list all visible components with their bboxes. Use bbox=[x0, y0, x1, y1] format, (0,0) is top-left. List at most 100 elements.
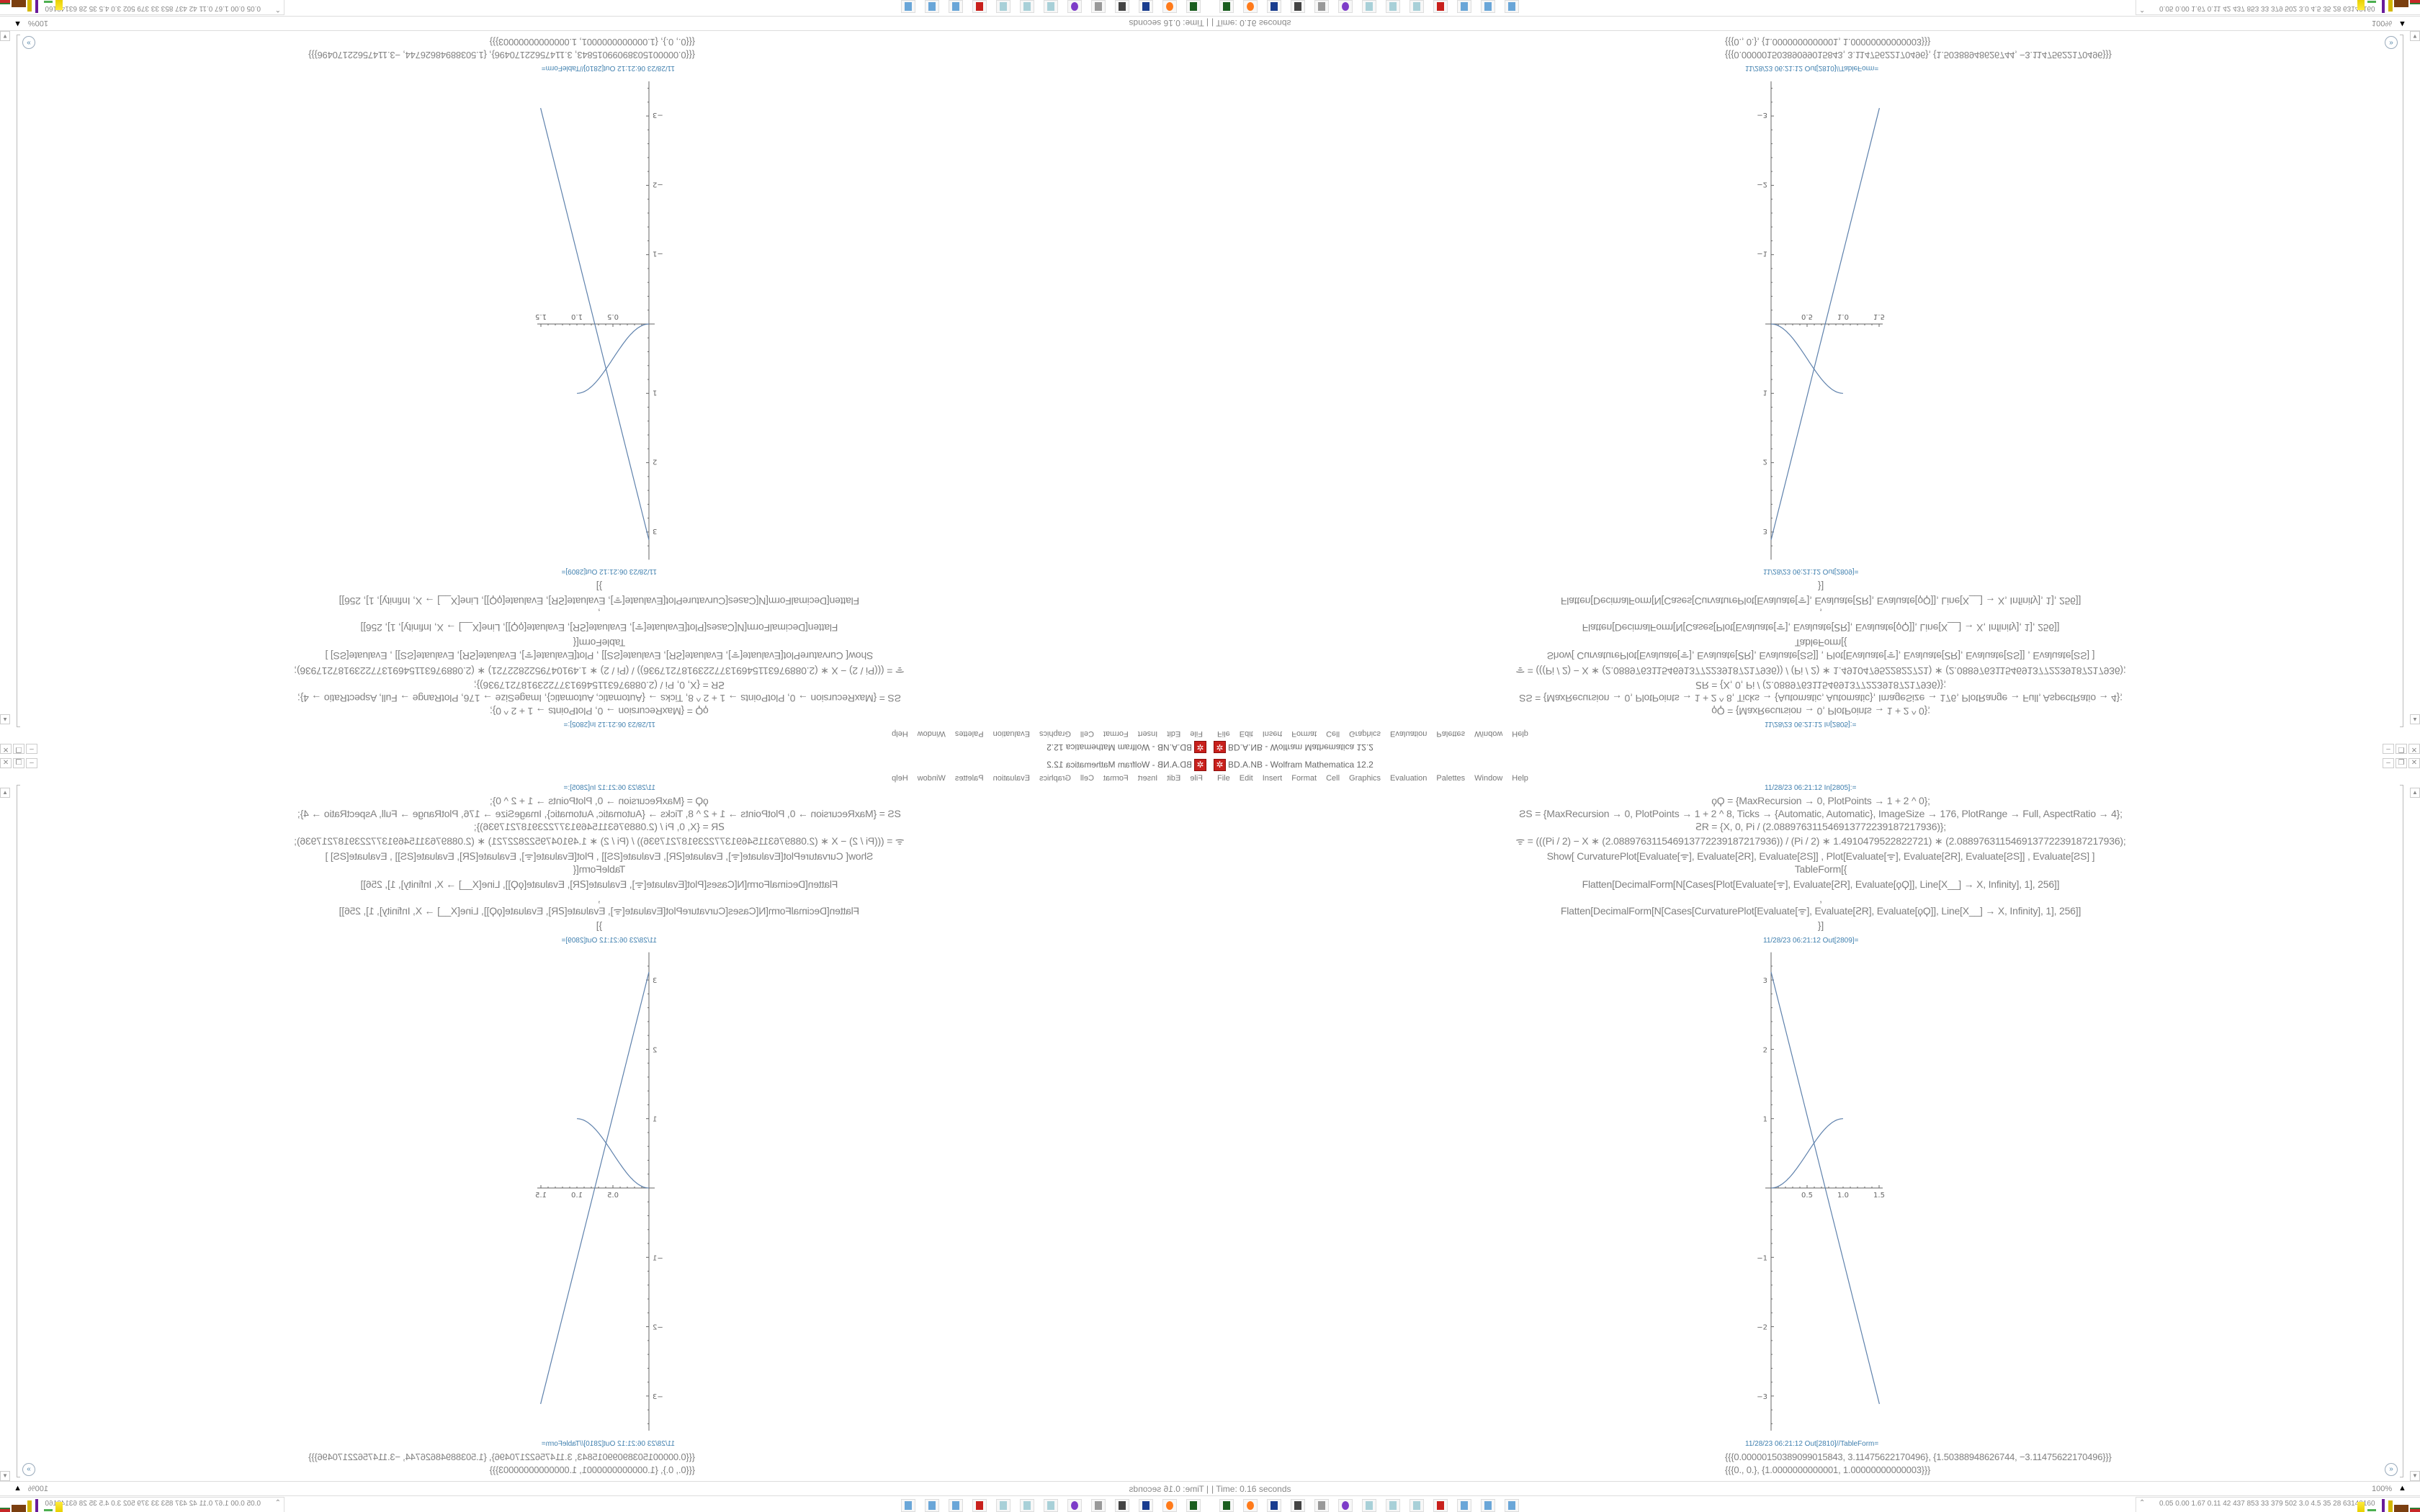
zoom-level[interactable]: 100% bbox=[27, 19, 48, 27]
menu-help[interactable]: Help bbox=[1512, 774, 1528, 783]
menu-graphics[interactable]: Graphics bbox=[1349, 729, 1381, 738]
expand-icon[interactable]: ⌃ bbox=[2139, 1499, 2146, 1507]
scroll-down-arrow-icon[interactable]: ▼ bbox=[2410, 31, 2420, 41]
menu-file[interactable]: File bbox=[1190, 729, 1203, 738]
code-line[interactable]: TableForm[{ bbox=[573, 863, 626, 875]
collapse-icon[interactable]: » bbox=[22, 36, 35, 49]
menu-evaluation[interactable]: Evaluation bbox=[1390, 729, 1428, 738]
code-line[interactable]: Flatten[DecimalForm[N[Cases[CurvaturePlo… bbox=[1560, 905, 2081, 917]
zoom-menu-icon[interactable]: ▲ bbox=[14, 1484, 22, 1493]
taskbar-terminal-button[interactable] bbox=[1186, 0, 1201, 13]
collapse-icon[interactable]: » bbox=[2385, 1463, 2398, 1476]
menu-evaluation[interactable]: Evaluation bbox=[1390, 774, 1428, 783]
code-line[interactable]: }] bbox=[596, 581, 603, 593]
code-line[interactable]: Flatten[DecimalForm[N[Cases[CurvaturePlo… bbox=[1560, 595, 2081, 607]
cell-bracket[interactable] bbox=[17, 785, 20, 1477]
code-line[interactable]: TableForm[{ bbox=[573, 637, 626, 649]
code-line[interactable]: Flatten[DecimalForm[N[Cases[Plot[Evaluat… bbox=[360, 878, 838, 890]
minimize-icon[interactable]: – bbox=[26, 744, 37, 754]
menu-insert[interactable]: Insert bbox=[1137, 774, 1158, 783]
menu-cell[interactable]: Cell bbox=[1326, 729, 1340, 738]
close-icon[interactable]: ✕ bbox=[0, 744, 12, 754]
taskbar-calculator-button[interactable] bbox=[901, 0, 915, 13]
expand-icon[interactable]: ⌃ bbox=[274, 5, 281, 13]
code-line[interactable]: ꙄR = {X, 0, Pi / (2.08897631154691377223… bbox=[1695, 821, 1946, 832]
taskbar-notepad-button[interactable] bbox=[996, 0, 1010, 13]
taskbar-mathematica-button[interactable] bbox=[972, 0, 987, 13]
scroll-up-arrow-icon[interactable]: ▲ bbox=[0, 714, 10, 724]
menu-palettes[interactable]: Palettes bbox=[1436, 729, 1466, 738]
taskbar-calculator-button[interactable] bbox=[1481, 0, 1495, 13]
scroll-up-arrow-icon[interactable]: ▲ bbox=[0, 788, 10, 798]
code-line[interactable]: Flatten[DecimalForm[N[Cases[Plot[Evaluat… bbox=[360, 622, 838, 634]
taskbar-speaker-button[interactable] bbox=[1091, 0, 1106, 13]
zoom-level[interactable]: 100% bbox=[2372, 19, 2393, 27]
code-line[interactable]: ƧS = {MaxRecursion → 0, PlotPoints → 1 +… bbox=[297, 808, 901, 819]
taskbar-calculator-button[interactable] bbox=[1457, 1499, 1471, 1512]
taskbar-floppy-button[interactable] bbox=[1267, 1499, 1281, 1512]
cell-bracket[interactable] bbox=[17, 35, 20, 727]
scroll-up-arrow-icon[interactable]: ▲ bbox=[2410, 714, 2420, 724]
taskbar-calculator-button[interactable] bbox=[1505, 1499, 1519, 1512]
code-line[interactable]: Show[ CurvaturePlot[Evaluate[ᯤ], Evaluat… bbox=[325, 650, 874, 662]
menu-insert[interactable]: Insert bbox=[1137, 729, 1158, 738]
scroll-down-arrow-icon[interactable]: ▼ bbox=[0, 31, 10, 41]
taskbar-monitor-button[interactable] bbox=[1291, 0, 1305, 13]
code-line[interactable]: Show[ CurvaturePlot[Evaluate[ᯤ], Evaluat… bbox=[1546, 650, 2095, 662]
scroll-down-arrow-icon[interactable]: ▼ bbox=[0, 1471, 10, 1481]
menu-file[interactable]: File bbox=[1190, 774, 1203, 783]
menu-graphics[interactable]: Graphics bbox=[1039, 774, 1071, 783]
code-line[interactable]: ꙄR = {X, 0, Pi / (2.08897631154691377223… bbox=[1695, 680, 1946, 691]
code-line[interactable]: }] bbox=[1817, 581, 1824, 593]
code-line[interactable]: Flatten[DecimalForm[N[Cases[CurvaturePlo… bbox=[339, 595, 860, 607]
taskbar-tor-button[interactable] bbox=[1338, 1499, 1353, 1512]
taskbar-calculator-button[interactable] bbox=[949, 1499, 963, 1512]
menu-help[interactable]: Help bbox=[1512, 729, 1528, 738]
restore-icon[interactable]: ❐ bbox=[13, 744, 24, 754]
code-line[interactable]: Flatten[DecimalForm[N[Cases[Plot[Evaluat… bbox=[1582, 622, 2060, 634]
close-icon[interactable]: ✕ bbox=[0, 758, 12, 768]
menu-format[interactable]: Format bbox=[1103, 729, 1129, 738]
code-line[interactable]: }] bbox=[1817, 919, 1824, 931]
menu-graphics[interactable]: Graphics bbox=[1349, 774, 1381, 783]
menu-format[interactable]: Format bbox=[1291, 774, 1317, 783]
taskbar-notepad-button[interactable] bbox=[1044, 0, 1058, 13]
code-line[interactable]: ꙄR = {X, 0, Pi / (2.08897631154691377223… bbox=[474, 821, 725, 832]
menu-window[interactable]: Window bbox=[917, 774, 946, 783]
menu-cell[interactable]: Cell bbox=[1080, 729, 1094, 738]
code-line[interactable]: , bbox=[598, 893, 601, 904]
menu-graphics[interactable]: Graphics bbox=[1039, 729, 1071, 738]
minimize-icon[interactable]: – bbox=[26, 758, 37, 768]
code-line[interactable]: TableForm[{ bbox=[1794, 863, 1847, 875]
taskbar-floppy-button[interactable] bbox=[1139, 0, 1153, 13]
code-line[interactable]: ᯤ = (((Pi / 2) − X ∗ (2.0889763115469137… bbox=[1515, 665, 2126, 677]
zoom-menu-icon[interactable]: ▲ bbox=[14, 19, 22, 28]
zoom-level[interactable]: 100% bbox=[2372, 1485, 2393, 1493]
scroll-down-arrow-icon[interactable]: ▼ bbox=[2410, 1471, 2420, 1481]
menu-evaluation[interactable]: Evaluation bbox=[992, 729, 1030, 738]
close-icon[interactable]: ✕ bbox=[2408, 758, 2420, 768]
code-line[interactable]: ꙄR = {X, 0, Pi / (2.08897631154691377223… bbox=[474, 680, 725, 691]
restore-icon[interactable]: ❐ bbox=[13, 758, 24, 768]
menu-palettes[interactable]: Palettes bbox=[1436, 774, 1466, 783]
taskbar-speaker-button[interactable] bbox=[1314, 1499, 1329, 1512]
code-line[interactable]: ᯤ = (((Pi / 2) − X ∗ (2.0889763115469137… bbox=[294, 835, 905, 847]
taskbar-notepad-button[interactable] bbox=[1386, 1499, 1400, 1512]
taskbar-tor-button[interactable] bbox=[1067, 0, 1082, 13]
taskbar-monitor-button[interactable] bbox=[1115, 1499, 1129, 1512]
code-line[interactable]: ϙϘ = {MaxRecursion → 0, PlotPoints → 1 +… bbox=[490, 795, 709, 806]
menu-edit[interactable]: Edit bbox=[1239, 729, 1253, 738]
taskbar-calculator-button[interactable] bbox=[949, 0, 963, 13]
code-line[interactable]: ƧS = {MaxRecursion → 0, PlotPoints → 1 +… bbox=[1519, 693, 2123, 704]
taskbar-monitor-button[interactable] bbox=[1115, 0, 1129, 13]
taskbar-floppy-button[interactable] bbox=[1267, 0, 1281, 13]
taskbar-calculator-button[interactable] bbox=[1457, 0, 1471, 13]
code-line[interactable]: ƧS = {MaxRecursion → 0, PlotPoints → 1 +… bbox=[297, 693, 901, 704]
taskbar-mathematica-button[interactable] bbox=[1433, 0, 1448, 13]
taskbar-firefox-button[interactable] bbox=[1162, 0, 1177, 13]
code-line[interactable]: ϙϘ = {MaxRecursion → 0, PlotPoints → 1 +… bbox=[490, 706, 709, 717]
zoom-menu-icon[interactable]: ▲ bbox=[2398, 19, 2406, 28]
taskbar-firefox-button[interactable] bbox=[1243, 0, 1258, 13]
taskbar-mathematica-button[interactable] bbox=[972, 1499, 987, 1512]
code-line[interactable]: ᯤ = (((Pi / 2) − X ∗ (2.0889763115469137… bbox=[294, 665, 905, 677]
